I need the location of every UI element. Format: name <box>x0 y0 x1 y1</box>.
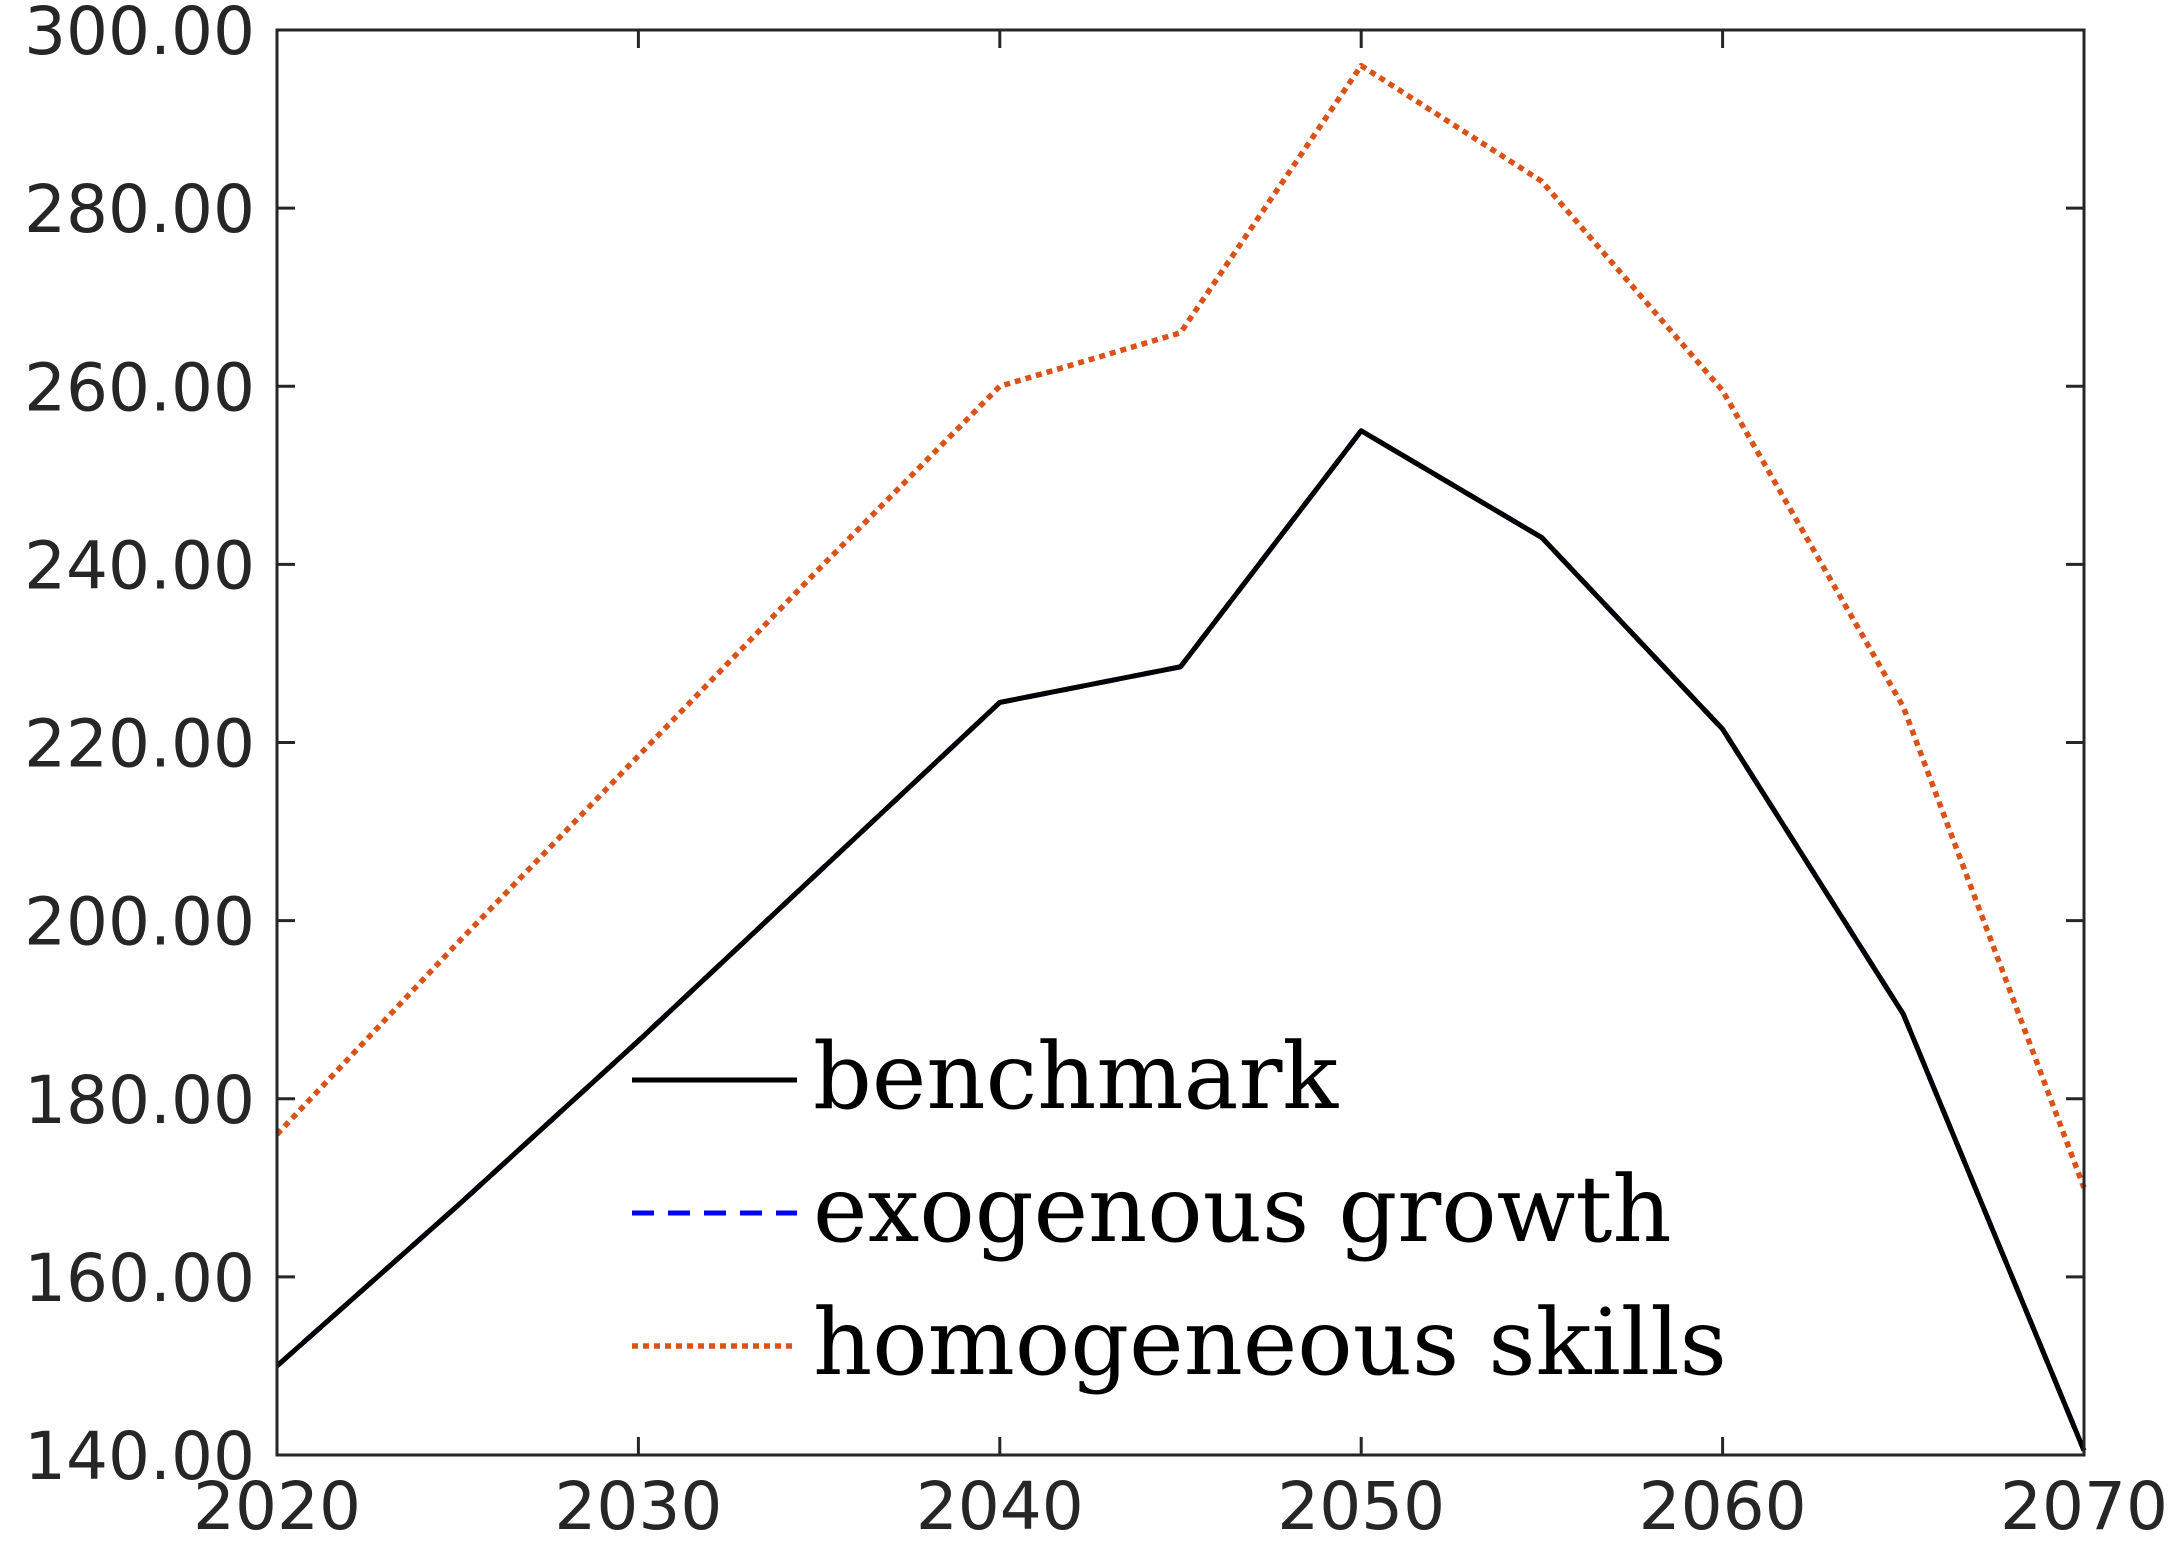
y-tick-label: 180.00 <box>24 1062 255 1139</box>
legend: benchmark exogenous growth homogeneous ski… <box>632 1023 1727 1396</box>
y-tick-label: 240.00 <box>24 527 255 604</box>
series-layer <box>274 62 2087 1452</box>
legend-label-benchmark: benchmark <box>813 1023 1339 1130</box>
x-tick-label: 2040 <box>916 1468 1084 1545</box>
y-tick-label: 260.00 <box>24 349 255 426</box>
y-tick-label: 280.00 <box>24 171 255 248</box>
x-tick-label: 2030 <box>554 1468 722 1545</box>
plot-area <box>277 30 2084 1455</box>
x-tick-label: 2020 <box>193 1468 361 1545</box>
y-tick-label: 300.00 <box>24 0 255 70</box>
legend-label-homogeneous-skills: homogeneous skills <box>813 1289 1727 1396</box>
legend-label-exogenous-growth: exogenous growth <box>813 1156 1672 1263</box>
y-tick-label: 220.00 <box>24 706 255 783</box>
y-tick-label: 200.00 <box>24 884 255 961</box>
x-tick-label: 2070 <box>2000 1468 2168 1545</box>
y-tick-label: 160.00 <box>24 1240 255 1317</box>
x-tick-label: 2050 <box>1277 1468 1445 1545</box>
series-line-benchmark <box>275 428 2087 1452</box>
y-tick-label: 140.00 <box>24 1418 255 1495</box>
ticks-layer: 2020 2030 2040 2050 2060 2070 140.00 160.00 180.… <box>24 0 2168 1545</box>
x-tick-label: 2060 <box>1639 1468 1807 1545</box>
